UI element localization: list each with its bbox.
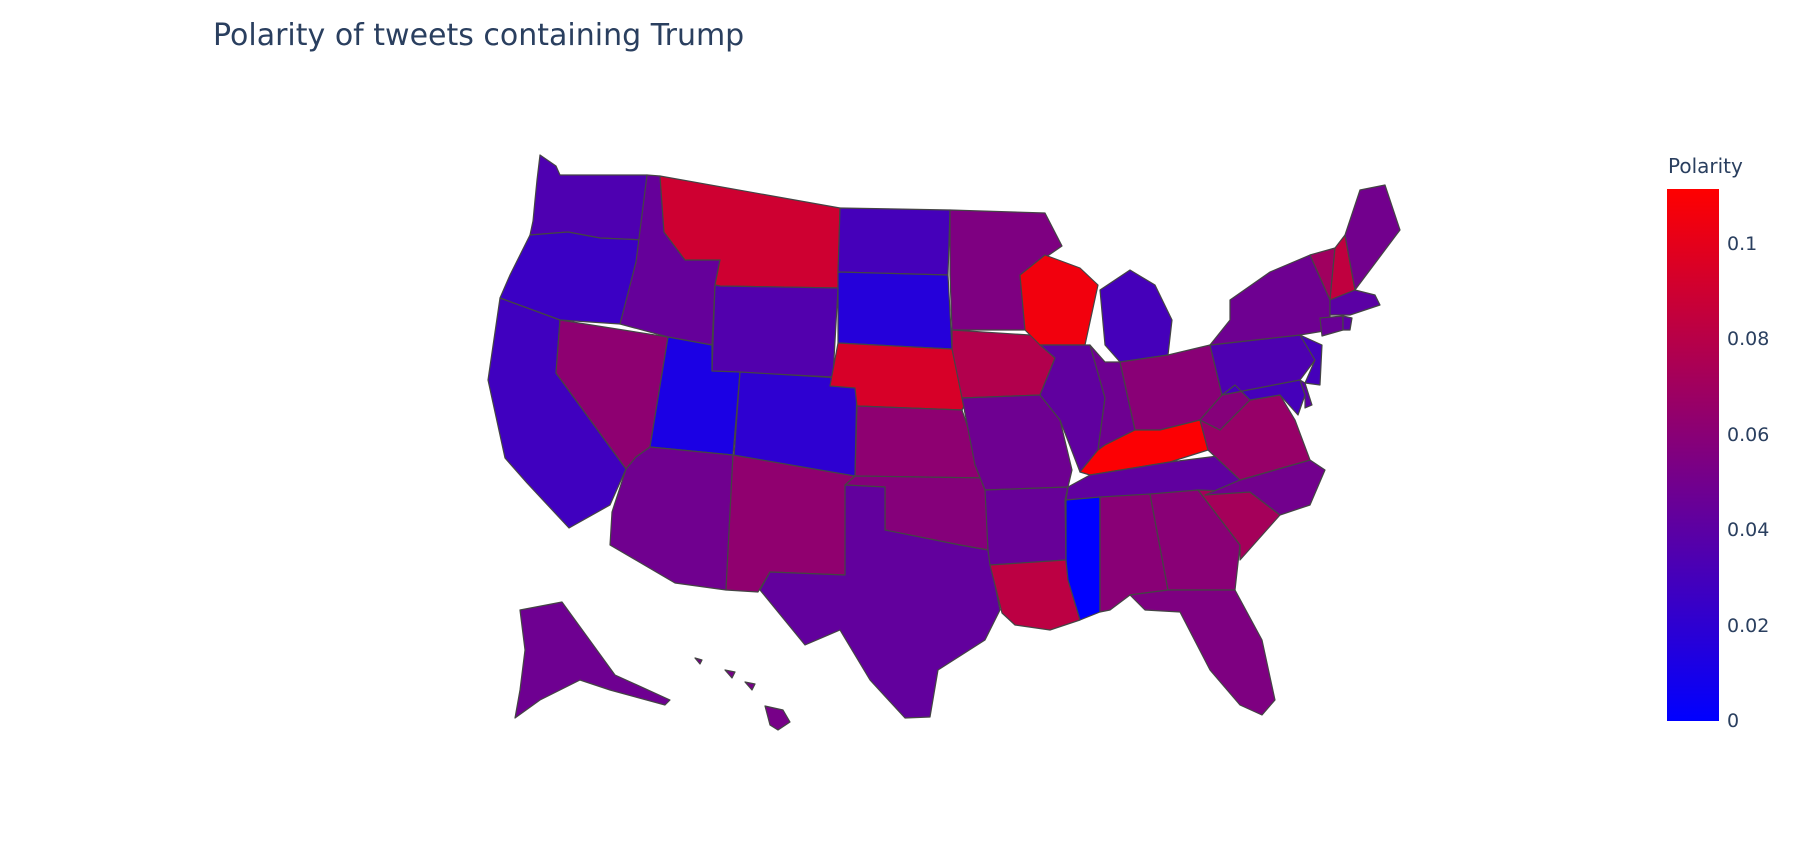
state-wi[interactable] [1019, 254, 1099, 346]
chart-title: Polarity of tweets containing Trump [213, 18, 745, 53]
state-wy[interactable] [711, 284, 839, 378]
state-ar[interactable] [984, 486, 1069, 566]
colorbar-tick-label: 0.02 [1727, 614, 1770, 637]
colorbar-title: Polarity [1668, 154, 1743, 178]
state-hi[interactable] [694, 657, 791, 731]
colorbar-tick-label: 0.06 [1727, 423, 1770, 446]
state-sd[interactable] [837, 271, 953, 350]
state-fl[interactable] [1129, 589, 1276, 716]
colorbar-tick-label: 0.08 [1727, 328, 1770, 351]
state-wa[interactable] [529, 154, 648, 241]
state-az[interactable] [609, 446, 734, 591]
state-ny[interactable] [1209, 254, 1331, 346]
colorbar-tick-label: 0.04 [1727, 519, 1770, 542]
state-me[interactable] [1344, 184, 1401, 291]
state-tx[interactable] [759, 484, 1001, 719]
state-ct[interactable] [1319, 315, 1344, 337]
state-nd[interactable] [837, 207, 951, 276]
state-de[interactable] [1299, 379, 1313, 409]
colorbar-tick-label: 0 [1727, 710, 1740, 732]
colorbar-tick-label: 0.1 [1727, 232, 1758, 255]
state-mi[interactable] [1099, 269, 1173, 363]
state-ma[interactable] [1329, 289, 1381, 316]
colorbar-gradient [1667, 189, 1719, 721]
state-ak[interactable] [514, 601, 671, 719]
state-ga[interactable] [1149, 489, 1241, 591]
state-nm[interactable] [725, 454, 856, 593]
state-nj[interactable] [1299, 334, 1323, 386]
state-ri[interactable] [1342, 315, 1353, 331]
